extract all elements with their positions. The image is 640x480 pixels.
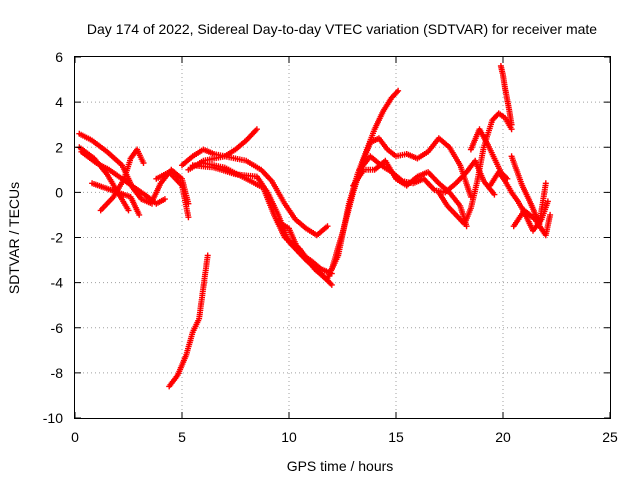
data-point [395, 87, 402, 94]
data-point [161, 196, 168, 203]
data-point [140, 160, 147, 166]
data-points [76, 63, 554, 390]
data-point [125, 207, 132, 214]
y-tick-label: 0 [55, 184, 63, 200]
data-point [491, 191, 498, 198]
axis-ticks: 0 5 10 15 20 25 -10 -8 -6 -4 -2 0 2 4 6 [43, 49, 618, 445]
y-tick-label: -8 [51, 365, 64, 381]
data-point [185, 214, 192, 221]
y-tick-label: -4 [51, 275, 64, 291]
x-tick-label: 20 [495, 429, 511, 445]
x-tick-label: 25 [602, 429, 618, 445]
y-tick-label: -6 [51, 320, 64, 336]
y-tick-label: -10 [43, 410, 63, 426]
y-tick-label: -2 [51, 230, 64, 246]
x-tick-label: 15 [388, 429, 404, 445]
data-point [253, 126, 260, 133]
data-point [136, 211, 143, 218]
data-point [544, 198, 551, 205]
plot-frame [74, 56, 611, 419]
y-tick-label: 4 [55, 94, 63, 110]
data-point [542, 180, 549, 187]
data-point [328, 281, 335, 288]
y-tick-label: 2 [55, 139, 63, 155]
y-axis-label: SDTVAR / TECUs [6, 182, 22, 294]
x-tick-label: 0 [71, 429, 79, 445]
y-tick-label: 6 [55, 49, 63, 65]
chart-title: Day 174 of 2022, Sidereal Day-to-day VTE… [87, 21, 597, 37]
data-point [547, 211, 554, 218]
data-point [324, 223, 331, 230]
data-point [204, 252, 211, 259]
x-tick-label: 10 [281, 429, 297, 445]
x-axis-label: GPS time / hours [287, 458, 394, 474]
data-point [508, 121, 515, 128]
x-tick-label: 5 [178, 429, 186, 445]
